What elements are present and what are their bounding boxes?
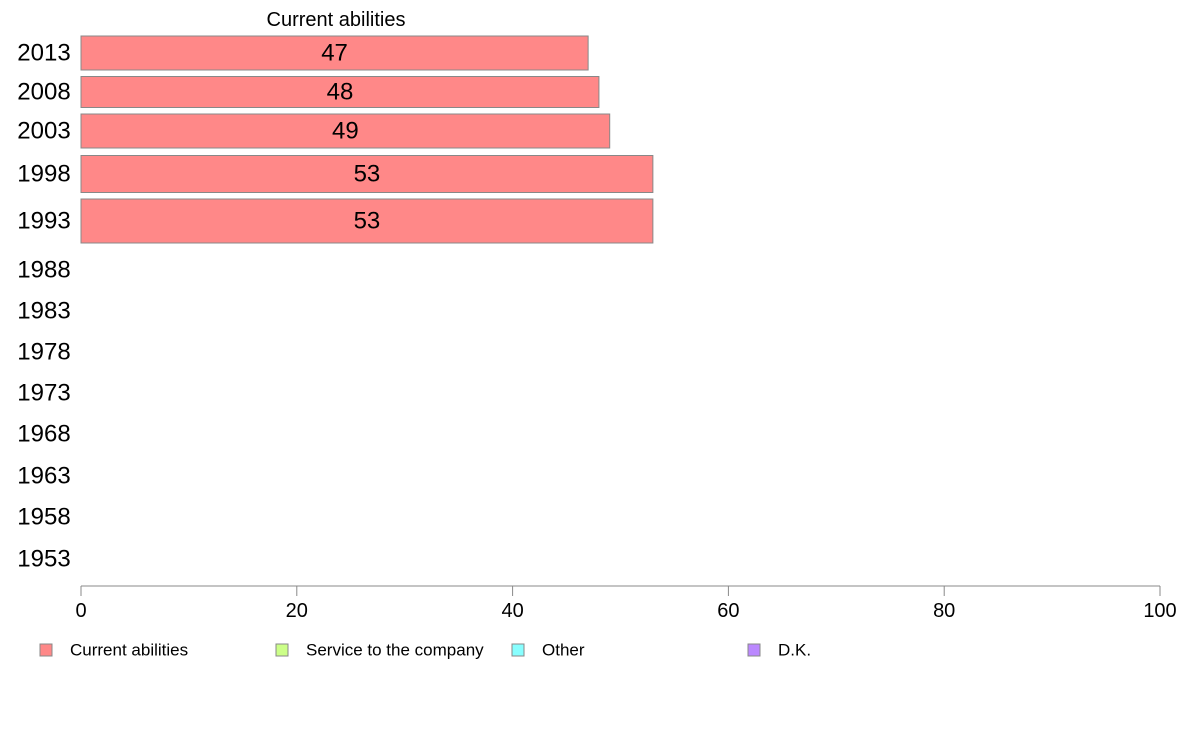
data-label-2008-series-0: 48 xyxy=(327,79,354,106)
bar-2013-series-0 xyxy=(80,35,589,71)
y-tick-label-1998: 1998 xyxy=(17,161,70,188)
column-header: Current abilities xyxy=(267,9,406,31)
data-label-1998-series-0: 53 xyxy=(354,161,381,188)
y-tick-label-2013: 2013 xyxy=(17,40,70,67)
legend-swatch-0 xyxy=(39,643,53,657)
legend-label-1: Service to the company xyxy=(306,641,484,660)
x-tick-label-60: 60 xyxy=(717,600,739,622)
y-tick-label-1968: 1968 xyxy=(17,421,70,448)
y-tick-label-1963: 1963 xyxy=(17,463,70,490)
legend-swatch-2 xyxy=(511,643,525,657)
y-axis-labels: 2013 2008 2003 1998 1993 1988 1983 1978 1973 1968… xyxy=(17,40,70,573)
y-tick-label-2003: 2003 xyxy=(17,118,70,145)
data-label-2013-series-0: 47 xyxy=(321,40,348,67)
x-tick-label-40: 40 xyxy=(501,600,523,622)
x-tick-label-100: 100 xyxy=(1143,600,1176,622)
legend-label-0: Current abilities xyxy=(70,641,188,660)
y-tick-label-2008: 2008 xyxy=(17,79,70,106)
bar-2003-series-0 xyxy=(80,113,611,149)
y-tick-label-1978: 1978 xyxy=(17,339,70,366)
x-tick-label-0: 0 xyxy=(75,600,86,622)
legend-swatch-1 xyxy=(275,643,289,657)
bar-layer: 47 48 49 53 53 xyxy=(80,35,654,244)
y-tick-label-1983: 1983 xyxy=(17,298,70,325)
bar-2008-series-0 xyxy=(80,76,600,108)
legend-label-2: Other xyxy=(542,641,585,660)
legend-label-3: D.K. xyxy=(778,641,811,660)
data-label-1993-series-0: 53 xyxy=(354,208,381,235)
x-tick-label-80: 80 xyxy=(933,600,955,622)
x-tick-label-20: 20 xyxy=(286,600,308,622)
y-tick-label-1988: 1988 xyxy=(17,257,70,284)
column-headers: Current abilities xyxy=(267,9,406,31)
y-tick-label-1958: 1958 xyxy=(17,504,70,531)
bar-1998-series-0 xyxy=(80,155,654,193)
y-tick-label-1953: 1953 xyxy=(17,546,70,573)
y-tick-label-1973: 1973 xyxy=(17,380,70,407)
data-label-2003-series-0: 49 xyxy=(332,118,359,145)
bar-1993-series-0 xyxy=(80,198,654,244)
y-tick-label-1993: 1993 xyxy=(17,208,70,235)
legend: Current abilities Service to the company O… xyxy=(39,641,811,660)
x-axis: 0 20 40 60 80 100 xyxy=(75,585,1177,622)
legend-swatch-3 xyxy=(747,643,761,657)
